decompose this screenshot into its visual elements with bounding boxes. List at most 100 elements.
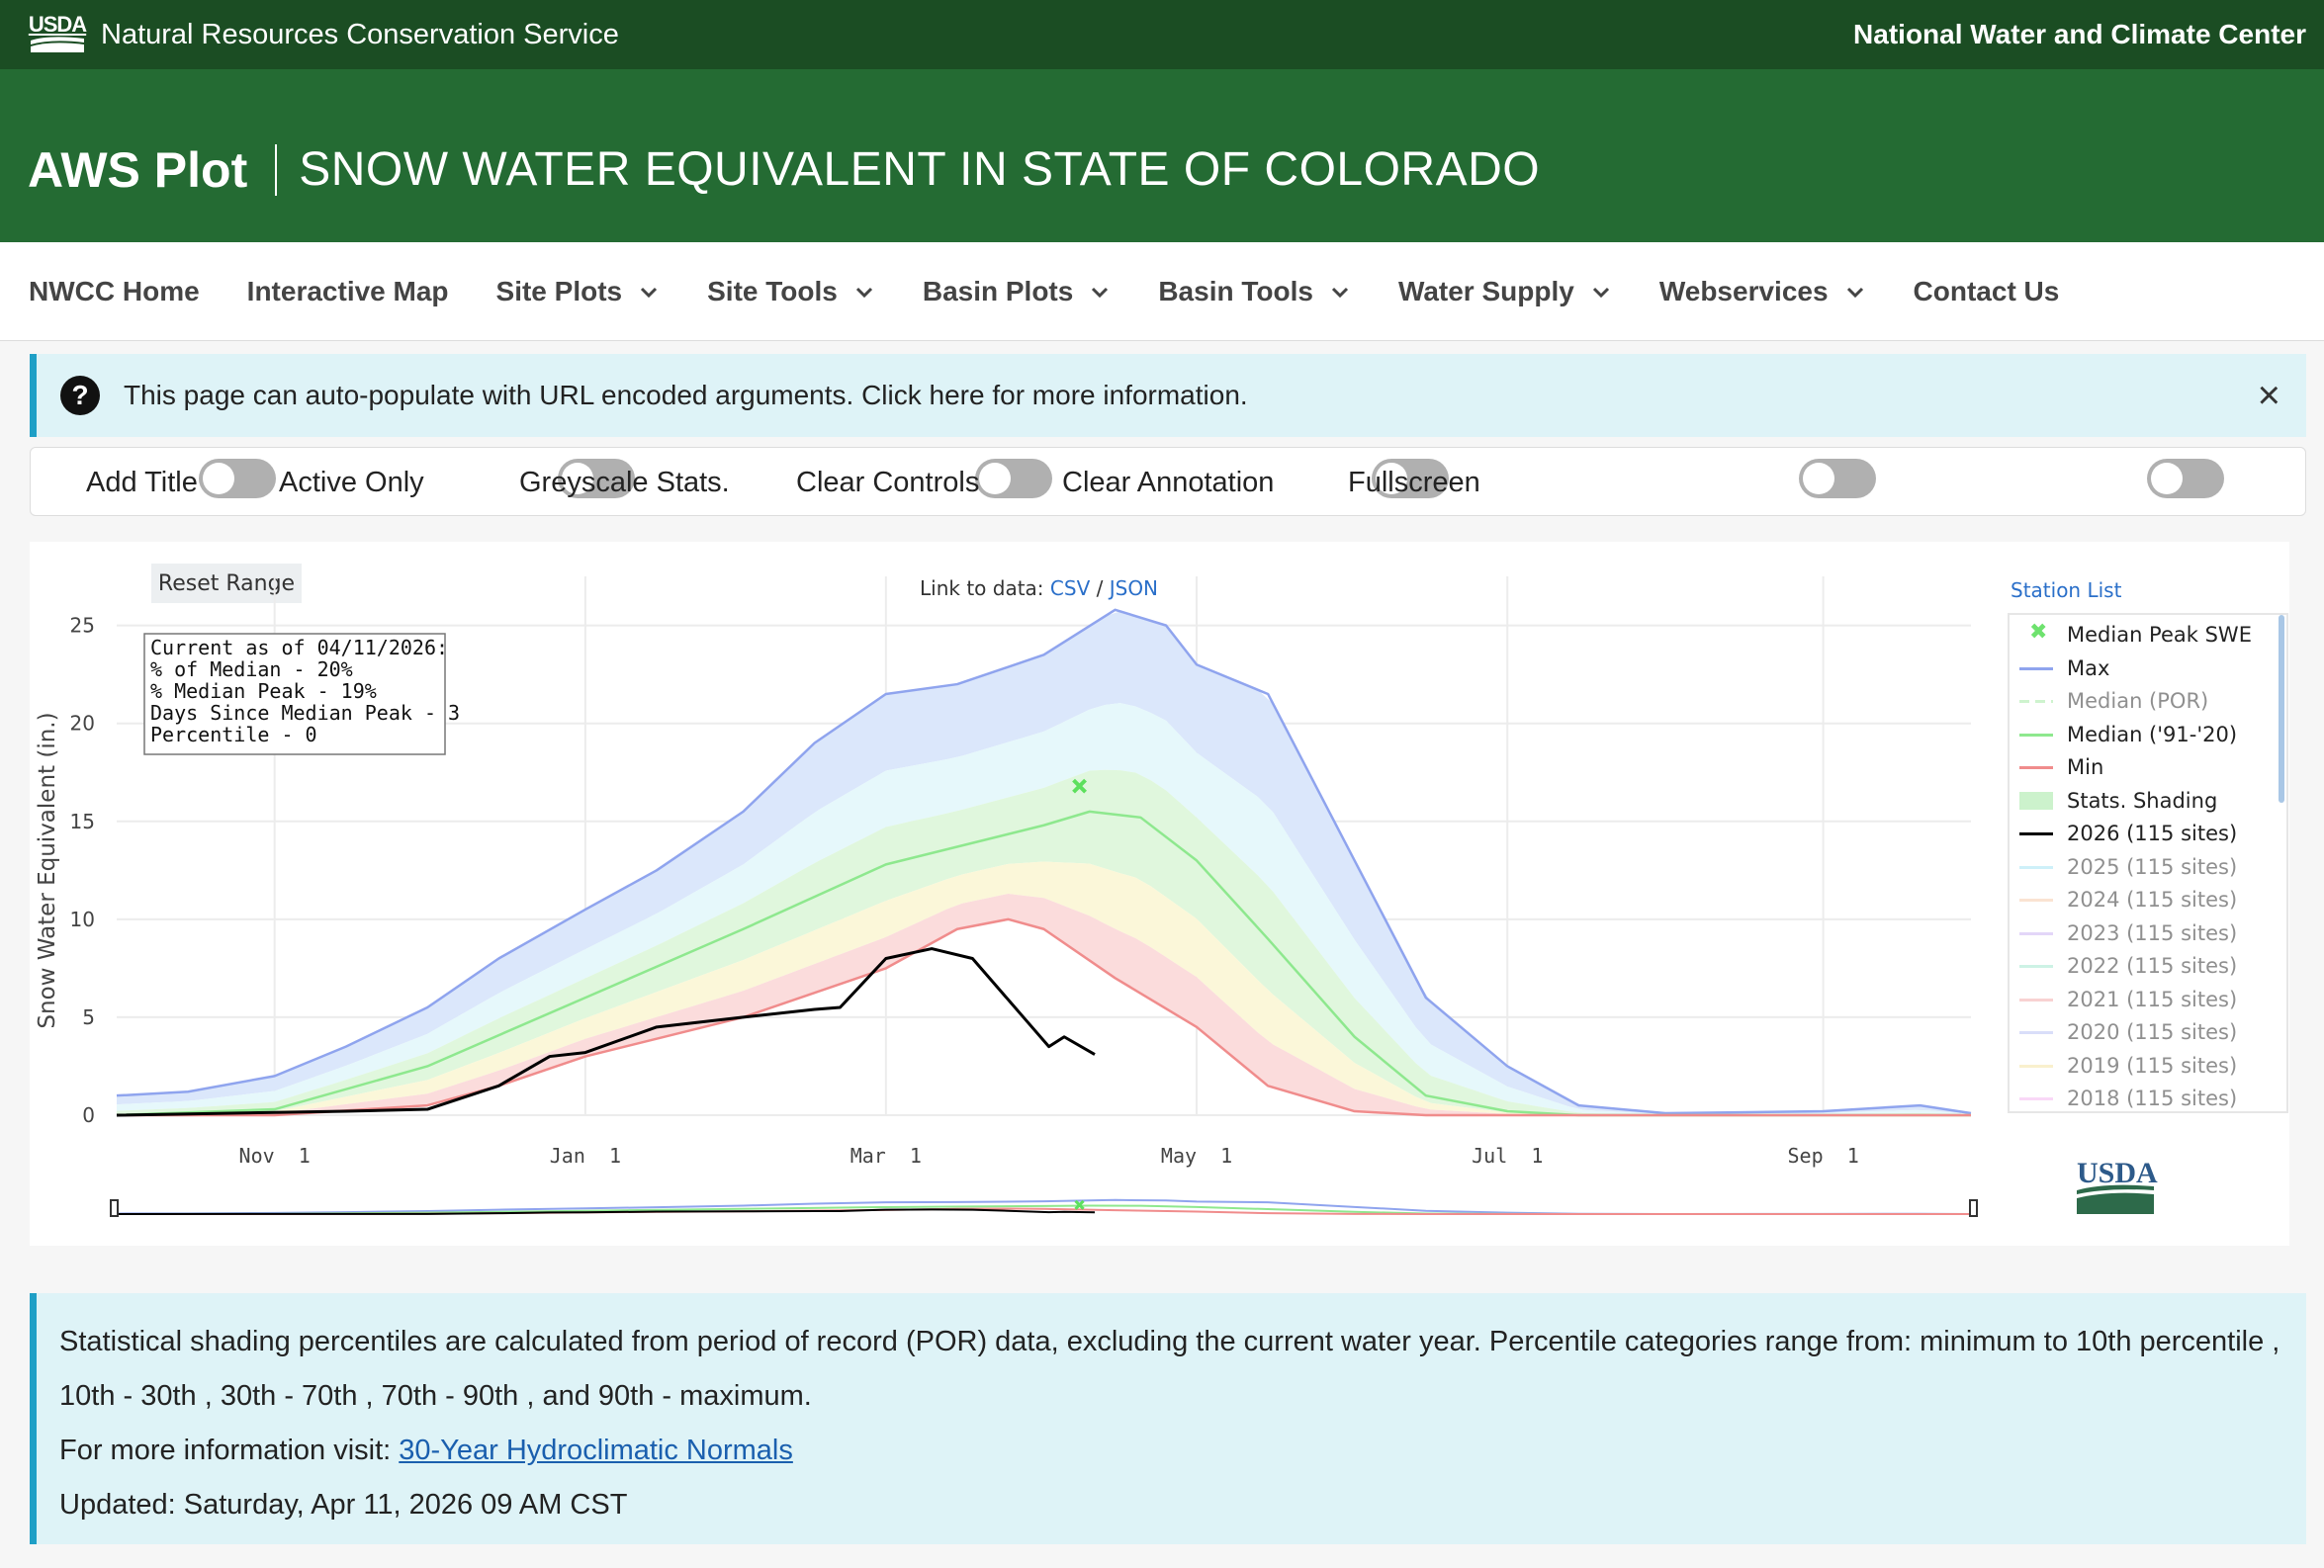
legend-item-2019-115-sites[interactable]: 2019 (115 sites): [2019, 1054, 2237, 1078]
nav-item-site-tools[interactable]: Site Tools: [707, 276, 875, 307]
legend-swatch: [2019, 1055, 2053, 1077]
max-line[interactable]: [116, 608, 1972, 1115]
legend-swatch: [2019, 922, 2053, 944]
annotation-box: [143, 633, 446, 755]
y-axis-label: Snow Water Equivalent (in.): [35, 712, 60, 1028]
json-link[interactable]: JSON: [1109, 576, 1159, 600]
x-tick-label: Jan 1: [550, 1144, 621, 1168]
chevron-down-icon: [1592, 287, 1609, 298]
close-icon[interactable]: ×: [2257, 374, 2280, 417]
legend-item-2023-115-sites[interactable]: 2023 (115 sites): [2019, 921, 2237, 945]
y-tick-label: 0: [82, 1103, 95, 1127]
link-separator: /: [1096, 576, 1104, 600]
toggle-label: Clear Controls: [796, 466, 980, 498]
swe-chart[interactable]: 0 5 10 15 20 25 Nov 1 Jan 1 Mar 1 May 1 Jul 1 Sep 1…: [30, 542, 1998, 1246]
usda-logo-text: USDA: [28, 12, 87, 37]
toggle-clear-controls: Clear Controls: [796, 448, 979, 517]
legend-item-median-91-20[interactable]: Median ('91-'20): [2019, 723, 2237, 746]
x-tick-label: Mar 1: [850, 1144, 922, 1168]
toggle-switch[interactable]: [199, 459, 276, 498]
nav-item-basin-tools[interactable]: Basin Tools: [1158, 276, 1351, 307]
center-name[interactable]: National Water and Climate Center: [1853, 19, 2306, 49]
legend-label: Max: [2067, 655, 2110, 680]
range-handle-right[interactable]: [1969, 1199, 1978, 1217]
legend-swatch: [2019, 823, 2053, 844]
legend-item-median-por[interactable]: Median (POR): [2019, 689, 2208, 713]
page-subtitle: SNOW WATER EQUIVALENT IN STATE OF COLORA…: [299, 143, 1541, 196]
range-handle-left[interactable]: [110, 1199, 119, 1217]
median-line[interactable]: [116, 810, 1971, 1117]
agency-name[interactable]: Natural Resources Conservation Service: [101, 18, 619, 50]
legend-label: Min: [2067, 755, 2104, 779]
normals-link[interactable]: 30-Year Hydroclimatic Normals: [399, 1435, 793, 1466]
toggle-greyscale-stats: Greyscale Stats.: [519, 448, 730, 517]
usda-logo-icon: USDA: [2077, 1157, 2158, 1214]
updated-text: Updated: Saturday, Apr 11, 2026 09 AM CS…: [59, 1489, 628, 1521]
toggle-switch[interactable]: [975, 459, 1052, 498]
station-list-link[interactable]: Station List: [2011, 578, 2122, 602]
nav-item-contact-us[interactable]: Contact Us: [1914, 276, 2060, 307]
nav-item-interactive-map[interactable]: Interactive Map: [247, 276, 449, 307]
legend-item-2025-115-sites[interactable]: 2025 (115 sites): [2019, 855, 2237, 879]
chevron-down-icon: [641, 287, 658, 298]
nav-item-basin-plots[interactable]: Basin Plots: [923, 276, 1111, 307]
usda-hills-icon: [31, 37, 84, 52]
nav-item-label: Water Supply: [1397, 275, 1574, 306]
y-tick-label: 15: [70, 810, 95, 833]
chevron-down-icon: [1331, 287, 1349, 298]
nav-item-label: Site Plots: [495, 275, 623, 306]
toggle-switch[interactable]: [558, 459, 635, 498]
nav-item-label: Basin Tools: [1158, 275, 1313, 306]
toggle-label: Fullscreen: [1348, 466, 1480, 498]
chart-toggles: Add Title Active Only Greyscale Stats. Clea…: [30, 447, 2306, 516]
legend-label: 2023 (115 sites): [2067, 920, 2238, 945]
nav-item-water-supply[interactable]: Water Supply: [1398, 276, 1612, 307]
legend-swatch: [2019, 690, 2053, 712]
min-line[interactable]: [117, 917, 1971, 1117]
x-tick-label: May 1: [1161, 1144, 1232, 1168]
legend-item-2018-115-sites[interactable]: 2018 (115 sites): [2019, 1087, 2237, 1110]
legend-label: 2025 (115 sites): [2067, 854, 2238, 879]
legend-label: 2026 (115 sites): [2067, 822, 2238, 845]
toggle-fullscreen: Fullscreen: [1348, 448, 1480, 517]
link-prefix: Link to data:: [920, 576, 1044, 600]
legend-item-2022-115-sites[interactable]: 2022 (115 sites): [2019, 954, 2237, 978]
toggle-knob: [1376, 463, 1407, 494]
legend-item-2024-115-sites[interactable]: 2024 (115 sites): [2019, 888, 2237, 912]
question-circle-icon: ?: [60, 376, 100, 415]
nav-item-site-plots[interactable]: Site Plots: [496, 276, 661, 307]
toggle-switch[interactable]: [2147, 459, 2224, 498]
page-banner: AWS Plot SNOW WATER EQUIVALENT IN STATE …: [0, 69, 2324, 242]
band-70th-90th: [117, 703, 1961, 1115]
annotation-line: Days Since Median Peak - 3: [150, 701, 460, 725]
legend-scrollbar[interactable]: [2279, 615, 2284, 803]
legend-item-stats-shading[interactable]: Stats. Shading: [2019, 789, 2217, 813]
usda-logo-icon[interactable]: USDA: [28, 12, 87, 54]
legend-item-median-peak-swe[interactable]: ✖ Median Peak SWE: [2019, 620, 2252, 647]
legend-item-2021-115-sites[interactable]: 2021 (115 sites): [2019, 988, 2237, 1011]
nav-item-nwcc-home[interactable]: NWCC Home: [29, 276, 200, 307]
nav-item-label: Basin Plots: [922, 275, 1074, 306]
nav-item-webservices[interactable]: Webservices: [1659, 276, 1866, 307]
reset-range-button[interactable]: Reset Range: [151, 564, 302, 603]
median-peak-marker[interactable]: [1072, 778, 1087, 794]
toggle-switch[interactable]: [1799, 459, 1876, 498]
alert-message[interactable]: This page can auto-populate with URL enc…: [124, 380, 1248, 410]
legend-label: Median Peak SWE: [2067, 623, 2252, 647]
agency-brand[interactable]: USDA Natural Resources Conservation Serv…: [28, 12, 619, 54]
legend-item-2020-115-sites[interactable]: 2020 (115 sites): [2019, 1020, 2237, 1044]
csv-link[interactable]: CSV: [1049, 576, 1091, 600]
legend-item-2026-115-sites[interactable]: 2026 (115 sites): [2019, 822, 2237, 845]
chevron-down-icon: [855, 287, 872, 298]
data-links: Link to data: CSV / JSON: [920, 576, 1158, 600]
current-year-line[interactable]: [116, 947, 1096, 1117]
legend-item-min[interactable]: Min: [2019, 755, 2103, 779]
chart-panel: Reset Range Link to data: CSV / JSON Sta…: [30, 542, 2289, 1246]
legend-item-max[interactable]: Max: [2019, 656, 2109, 680]
nav-item-label: Interactive Map: [246, 275, 449, 306]
toggle-switch[interactable]: [1372, 459, 1449, 498]
annotation-line: Current as of 04/11/2026:: [150, 636, 448, 659]
nav-item-label: Webservices: [1658, 275, 1829, 306]
page-title: AWS Plot: [28, 141, 248, 198]
chart-legend[interactable]: ✖ Median Peak SWE Max Median (POR) Median ('…: [2008, 613, 2288, 1113]
